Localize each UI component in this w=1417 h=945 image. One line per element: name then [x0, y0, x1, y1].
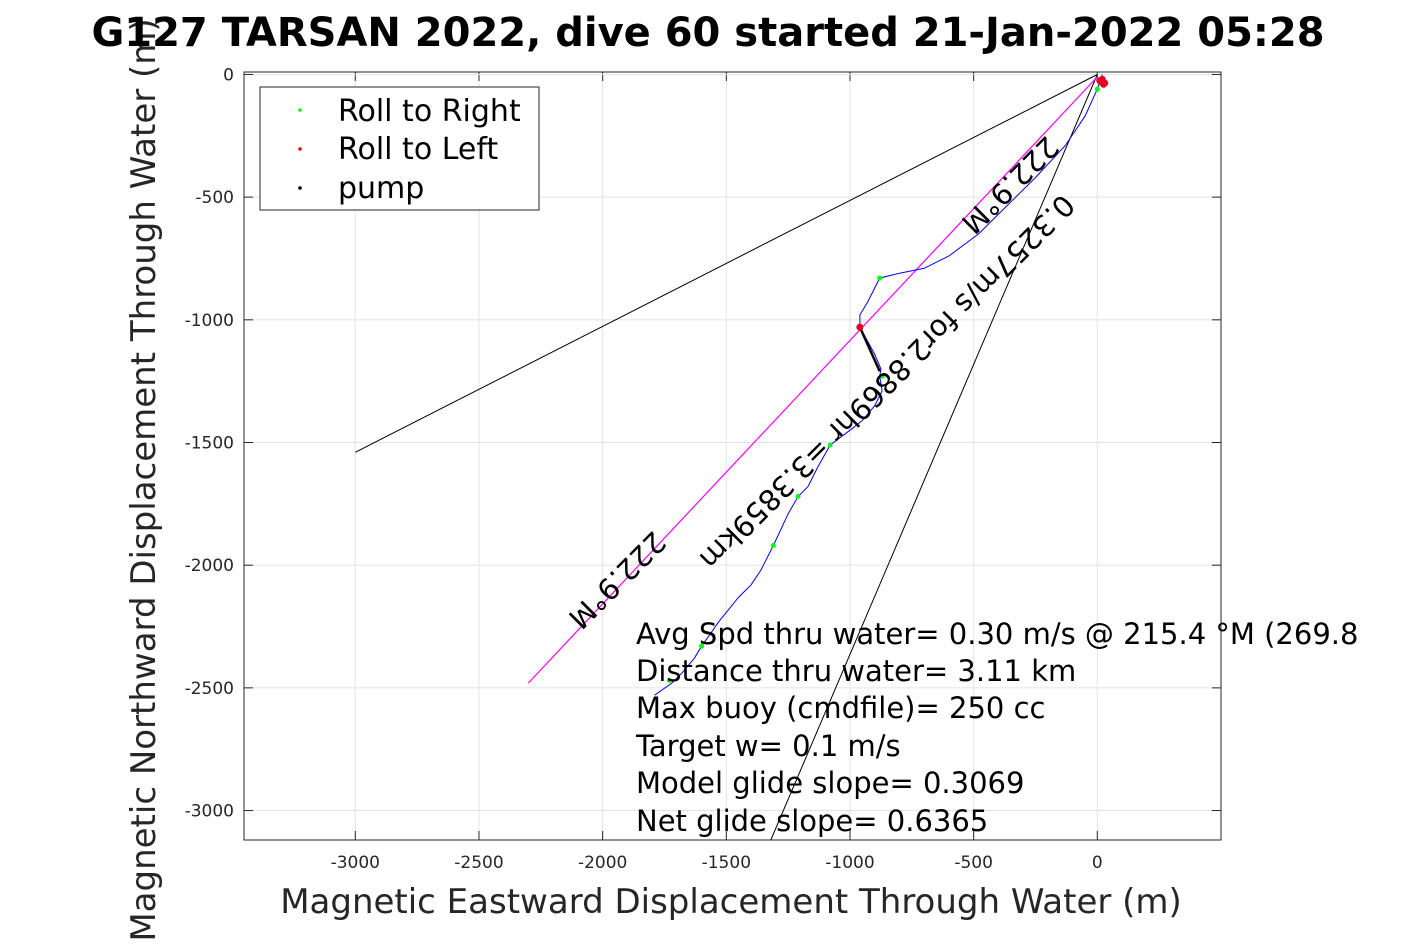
y-tick-label: -500	[195, 188, 234, 208]
x-tick-label: -1000	[825, 853, 874, 873]
grid-lines	[244, 72, 1221, 840]
chart-title: G127 TARSAN 2022, dive 60 started 21-Jan…	[91, 10, 1324, 56]
x-axis-label: Magnetic Eastward Displacement Through W…	[280, 882, 1182, 922]
y-tick-label: -3000	[185, 802, 234, 822]
roll-right-point	[879, 373, 885, 379]
legend-label-pump: pump	[338, 171, 424, 206]
cone-line	[770, 74, 1098, 840]
y-tick-label: -1000	[185, 311, 234, 331]
roll-right-point	[877, 275, 883, 281]
x-tick-label: -1500	[702, 853, 751, 873]
y-tick-label: 0	[223, 65, 234, 85]
x-tick-labels: -3000 -2500 -2000 -1500 -1000 -500 0	[331, 853, 1103, 873]
y-tick-label: -2000	[185, 556, 234, 576]
annotation-net-glide: Net glide slope= 0.6365	[636, 804, 988, 838]
annotation-model-glide: Model glide slope= 0.3069	[636, 766, 1024, 800]
plot-box	[243, 71, 1222, 841]
legend: Roll to Right Roll to Left pump	[259, 86, 540, 211]
roll-right-point	[699, 643, 705, 649]
legend-marker-pump	[298, 186, 302, 190]
y-tick-labels: 0 -500 -1000 -1500 -2000 -2500 -3000	[185, 65, 234, 821]
roll-left-point	[1101, 79, 1109, 87]
annotation-avg-speed: Avg Spd thru water= 0.30 m/s @ 215.4 °M …	[636, 617, 1358, 651]
cone-lines	[355, 74, 1098, 840]
roll-right-point	[666, 678, 672, 684]
roll-right-point	[795, 493, 801, 499]
roll-left-point	[856, 323, 864, 331]
heading-line-series	[527, 76, 1098, 684]
track-series	[654, 74, 1103, 696]
pump-segment	[858, 326, 881, 372]
legend-box	[259, 86, 540, 211]
roll-right-point	[827, 442, 833, 448]
y-tick-label: -2500	[185, 679, 234, 699]
x-tick-label: -3000	[331, 853, 380, 873]
annotation-target-w: Target w= 0.1 m/s	[635, 729, 901, 763]
roll-right-point	[1094, 86, 1100, 92]
annotation-distance: Distance thru water= 3.11 km	[636, 654, 1076, 688]
legend-label-roll-left: Roll to Left	[338, 132, 498, 167]
x-tick-label: -500	[954, 853, 993, 873]
legend-marker-roll-left	[298, 147, 302, 151]
x-tick-label: -2500	[454, 853, 503, 873]
roll-right-markers	[666, 86, 1100, 684]
y-tick-label: -1500	[185, 434, 234, 454]
y-axis-label: Magnetic Northward Displacement Through …	[124, 18, 164, 941]
heading-line	[527, 76, 1098, 684]
legend-label-roll-right: Roll to Right	[338, 94, 521, 129]
x-tick-label: 0	[1092, 853, 1103, 873]
roll-right-point	[770, 543, 776, 549]
legend-marker-roll-right	[298, 108, 302, 112]
annotation-max-buoy: Max buoy (cmdfile)= 250 cc	[636, 691, 1045, 725]
roll-left-markers	[856, 75, 1109, 331]
pump-line	[858, 326, 881, 372]
x-tick-label: -2000	[578, 853, 627, 873]
cone-line	[355, 74, 1098, 453]
track-line	[654, 74, 1103, 696]
